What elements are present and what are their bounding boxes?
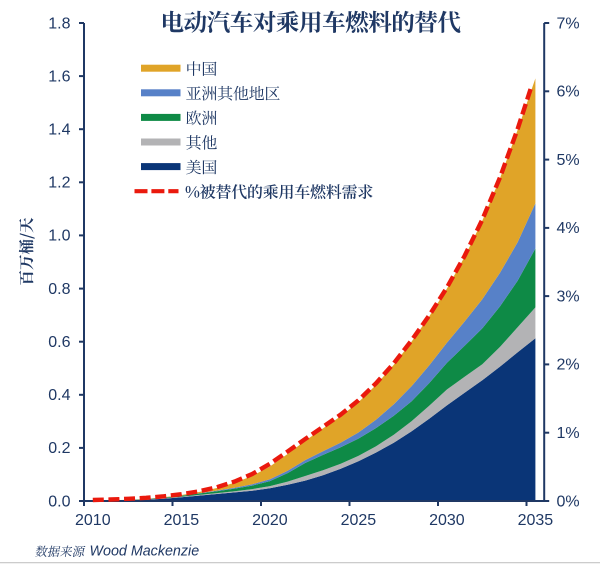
svg-text:Wood Mackenzie: Wood Mackenzie <box>90 544 200 560</box>
svg-text:2%: 2% <box>557 357 580 374</box>
svg-text:2030: 2030 <box>429 512 465 529</box>
svg-text:4%: 4% <box>557 220 580 237</box>
svg-text:0%: 0% <box>557 493 580 510</box>
svg-text:3%: 3% <box>557 288 580 305</box>
svg-text:0.6: 0.6 <box>48 334 70 351</box>
svg-text:7%: 7% <box>557 15 580 32</box>
svg-text:2020: 2020 <box>252 512 288 529</box>
svg-text:1.0: 1.0 <box>48 228 70 245</box>
svg-text:1.2: 1.2 <box>48 175 70 192</box>
svg-text:1.6: 1.6 <box>48 68 70 85</box>
svg-text:0.0: 0.0 <box>48 493 70 510</box>
svg-text:1%: 1% <box>557 425 580 442</box>
svg-text:2010: 2010 <box>75 512 111 529</box>
svg-text:0.2: 0.2 <box>48 440 70 457</box>
svg-text:5%: 5% <box>557 152 580 169</box>
svg-text:0.8: 0.8 <box>48 281 70 298</box>
svg-text:0.4: 0.4 <box>48 387 70 404</box>
svg-text:2025: 2025 <box>341 512 377 529</box>
svg-text:1.8: 1.8 <box>48 15 70 32</box>
svg-text:2035: 2035 <box>518 512 554 529</box>
svg-text:1.4: 1.4 <box>48 122 70 139</box>
svg-text:6%: 6% <box>557 84 580 101</box>
svg-text:2015: 2015 <box>164 512 200 529</box>
